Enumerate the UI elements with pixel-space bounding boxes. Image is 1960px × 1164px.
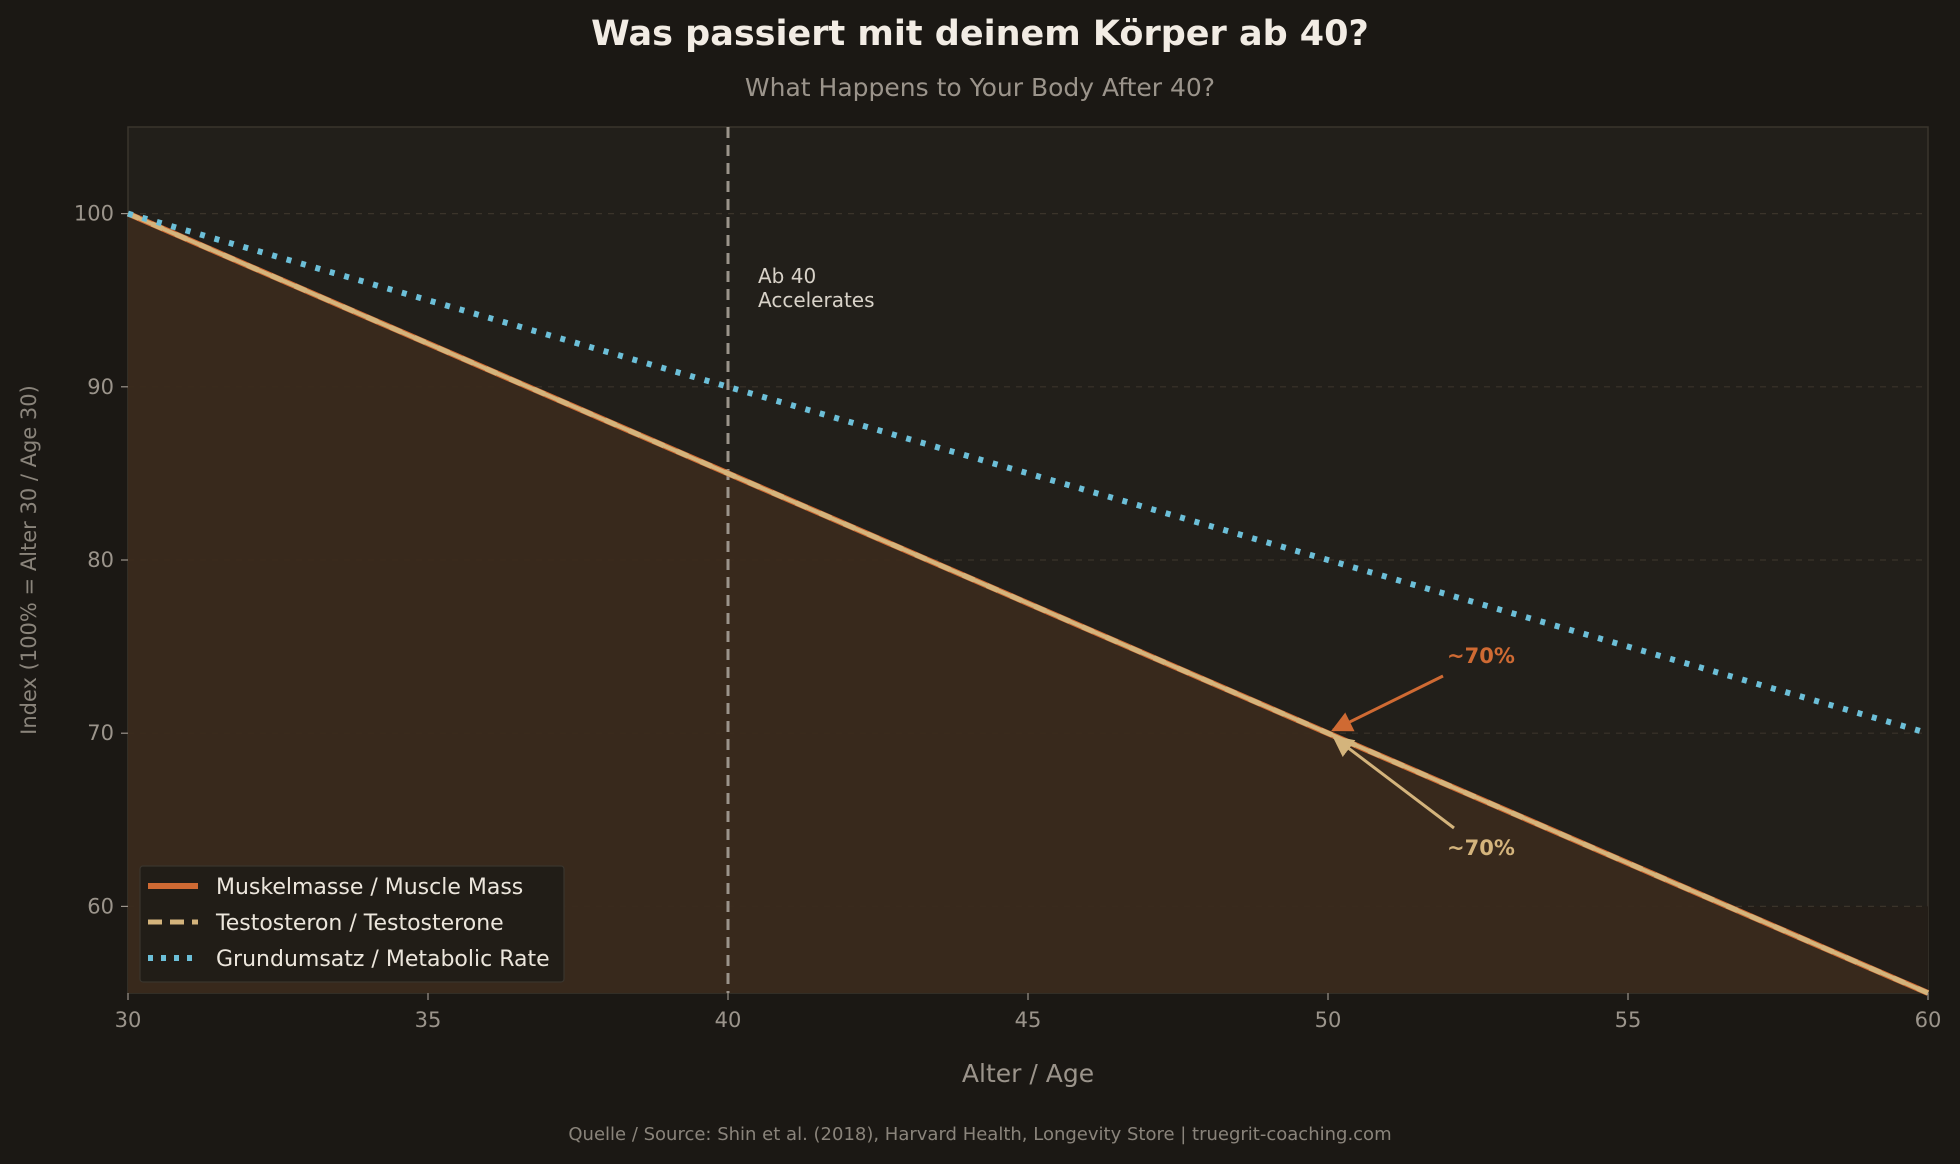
y-axis-ticks: 60 70 80 90 100 [74, 202, 128, 918]
chart-title: Was passiert mit deinem Körper ab 40? [591, 14, 1369, 54]
source-note: Quelle / Source: Shin et al. (2018), Har… [568, 1124, 1391, 1145]
legend: Muskelmasse / Muscle Mass Testosteron / T… [139, 865, 565, 983]
y-tick-label: 80 [87, 548, 114, 572]
x-tick-label: 35 [415, 1008, 442, 1032]
y-axis-label: Index (100% = Alter 30 / Age 30) [17, 385, 41, 735]
x-axis-label: Alter / Age [962, 1059, 1094, 1088]
x-axis-ticks: 30 35 40 45 50 55 60 [115, 993, 1942, 1032]
x-tick-label: 55 [1615, 1008, 1642, 1032]
callout-arrow-testosterone [1332, 735, 1455, 830]
series-line-underlay [127, 211, 1929, 995]
callout-arrow-muscle [1331, 674, 1444, 732]
y-tick-label: 70 [87, 721, 114, 745]
x-tick-label: 40 [715, 1008, 742, 1032]
y-tick-label: 100 [74, 202, 114, 226]
callouts: ~70% ~70% [1331, 644, 1515, 860]
series-line [127, 210, 1929, 737]
series-layer [126, 210, 1930, 996]
legend-label: Grundumsatz / Metabolic Rate [216, 947, 550, 972]
x-tick-label: 45 [1015, 1008, 1042, 1032]
age-40-annotation-line1: Ab 40 [758, 264, 816, 288]
callout-label-muscle: ~70% [1447, 644, 1515, 668]
legend-label: Muskelmasse / Muscle Mass [216, 875, 523, 900]
callout-label-testosterone: ~70% [1447, 836, 1515, 860]
x-tick-label: 30 [115, 1008, 142, 1032]
age-40-annotation-line2: Accelerates [758, 288, 875, 312]
legend-label: Testosteron / Testosterone [215, 911, 504, 936]
y-tick-label: 90 [87, 375, 114, 399]
x-tick-label: 50 [1315, 1008, 1342, 1032]
x-tick-label: 60 [1915, 1008, 1942, 1032]
y-tick-label: 60 [87, 894, 114, 918]
legend-box [139, 865, 565, 983]
chart-subtitle: What Happens to Your Body After 40? [745, 73, 1215, 102]
